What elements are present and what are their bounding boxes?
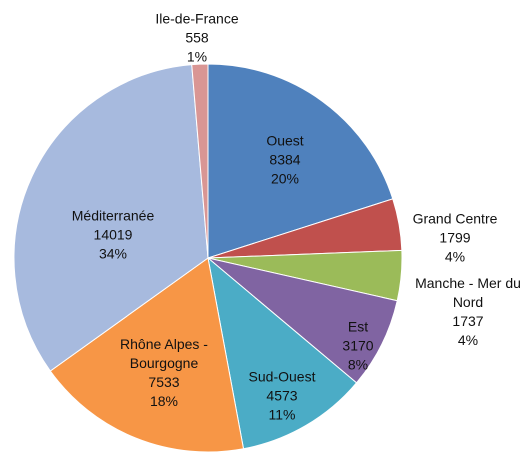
label-value: 14019 — [93, 226, 133, 243]
label-value: 1737 — [452, 313, 484, 329]
label-name: Manche - Mer du Nord — [415, 275, 520, 310]
slice-label: Rhône Alpes - Bourgogne 7533 18% — [107, 335, 222, 411]
label-percent: 18% — [149, 393, 179, 409]
label-name: Grand Centre — [412, 210, 498, 227]
slice-label: Méditerranée 14019 34% — [58, 207, 168, 264]
slice-label: Ile-de-France 558 1% — [142, 10, 252, 67]
pie-slice — [13, 64, 209, 372]
label-name: Méditerranée — [71, 207, 155, 224]
label-value: 8384 — [269, 151, 301, 168]
label-percent: 1% — [186, 48, 208, 65]
label-value: 558 — [185, 29, 209, 46]
label-value: 1799 — [439, 229, 471, 246]
label-percent: 11% — [268, 406, 296, 423]
slice-label: Grand Centre 1799 4% — [400, 210, 510, 267]
slice-label: Sud-Ouest 4573 11% — [237, 368, 327, 425]
label-percent: 20% — [270, 170, 300, 187]
label-name: Ile-de-France — [155, 10, 239, 27]
label-percent: 8% — [347, 356, 369, 373]
label-percent: 4% — [444, 248, 466, 265]
slice-label: Manche - Mer du Nord 1737 4% — [408, 274, 520, 350]
label-value: 4573 — [266, 387, 298, 404]
slice-label: Est 3170 8% — [318, 318, 398, 375]
pie-slice — [49, 257, 245, 453]
pie-slice — [207, 63, 394, 259]
label-percent: 34% — [98, 245, 128, 262]
label-name: Sud-Ouest — [248, 368, 316, 385]
label-name: Est — [347, 318, 369, 335]
label-name: Rhône Alpes - Bourgogne — [120, 336, 208, 371]
label-value: 7533 — [148, 374, 180, 390]
label-value: 3170 — [342, 337, 374, 354]
label-percent: 4% — [457, 332, 479, 348]
label-name: Ouest — [266, 132, 304, 149]
slice-label: Ouest 8384 20% — [240, 132, 330, 189]
pie-slice — [207, 256, 358, 450]
pie-slice — [191, 63, 209, 259]
